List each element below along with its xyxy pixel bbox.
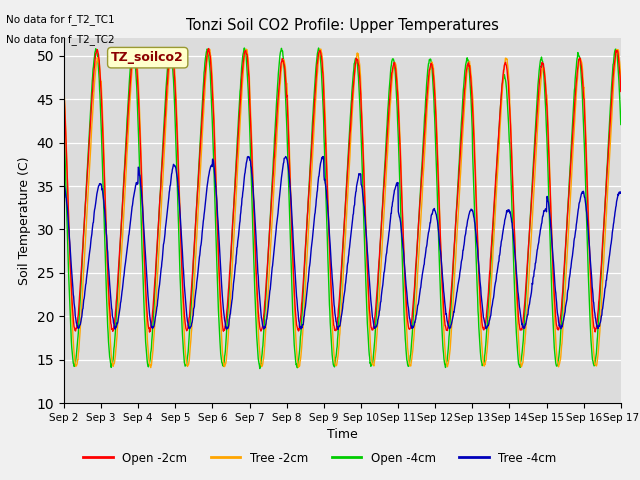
Line: Tree -4cm: Tree -4cm [64,156,621,329]
Tree -4cm [246,157,254,163]
Open -4cm [184,352,191,358]
Tree -2cm [172,73,179,79]
Tree -4cm [184,320,191,325]
Open -4cm [502,83,510,89]
Open -2cm [146,329,154,335]
Open -2cm [552,310,559,315]
Open -4cm [60,123,68,129]
Line: Open -4cm: Open -4cm [64,48,621,369]
Open -2cm [502,62,510,68]
Tree -2cm [60,86,68,92]
Open -2cm [171,76,179,82]
Tree -2cm [147,365,154,371]
X-axis label: Time: Time [327,429,358,442]
Open -4cm [315,45,323,51]
Tree -2cm [502,56,510,61]
Open -4cm [170,95,178,101]
Title: Tonzi Soil CO2 Profile: Upper Temperatures: Tonzi Soil CO2 Profile: Upper Temperatur… [186,18,499,33]
Open -4cm [617,121,625,127]
Y-axis label: Soil Temperature (C): Soil Temperature (C) [18,156,31,285]
Tree -4cm [429,206,437,212]
Open -4cm [256,366,264,372]
Open -4cm [246,139,254,144]
Tree -2cm [131,46,139,52]
Open -2cm [60,89,68,95]
Text: TZ_soilco2: TZ_soilco2 [111,51,184,64]
Tree -4cm [617,190,625,196]
Tree -4cm [170,163,178,168]
Open -2cm [617,88,625,94]
Open -2cm [205,46,212,51]
Legend: Open -2cm, Tree -2cm, Open -4cm, Tree -4cm: Open -2cm, Tree -2cm, Open -4cm, Tree -4… [79,447,561,469]
Open -4cm [429,89,437,95]
Text: No data for f_T2_TC2: No data for f_T2_TC2 [6,34,115,45]
Tree -4cm [319,154,327,159]
Text: No data for f_T2_TC1: No data for f_T2_TC1 [6,14,115,25]
Open -2cm [247,125,255,131]
Open -4cm [552,357,559,363]
Tree -4cm [334,326,342,332]
Open -2cm [184,323,192,328]
Line: Open -2cm: Open -2cm [64,48,621,332]
Tree -2cm [552,330,559,336]
Tree -2cm [617,78,625,84]
Tree -2cm [429,65,437,71]
Open -2cm [429,73,437,79]
Line: Tree -2cm: Tree -2cm [64,49,621,368]
Tree -4cm [502,211,510,217]
Tree -2cm [247,116,255,121]
Tree -4cm [60,182,68,188]
Tree -4cm [552,288,559,293]
Tree -2cm [185,361,193,367]
